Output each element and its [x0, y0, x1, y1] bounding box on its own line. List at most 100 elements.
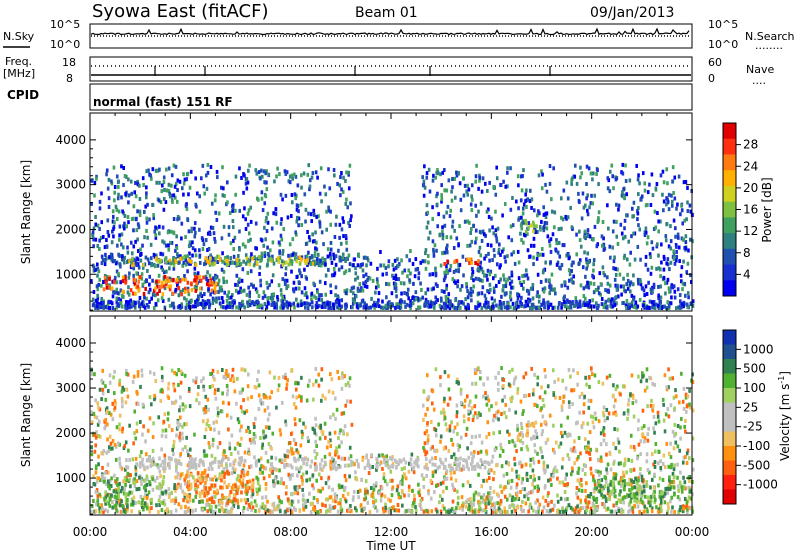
- heatmap-cell: [665, 222, 668, 226]
- heatmap-cell: [466, 446, 469, 450]
- heatmap-cell: [207, 408, 210, 412]
- heatmap-cell: [307, 306, 310, 310]
- heatmap-cell: [679, 505, 682, 509]
- heatmap-cell: [403, 494, 406, 498]
- heatmap-cell: [538, 295, 541, 299]
- heatmap-cell: [457, 502, 460, 506]
- heatmap-cell: [603, 273, 606, 277]
- heatmap-cell: [549, 260, 552, 264]
- heatmap-cell: [163, 188, 166, 192]
- beam-title: Beam 01: [355, 5, 418, 21]
- heatmap-cell: [117, 272, 120, 276]
- heatmap-cell: [439, 233, 442, 237]
- heatmap-cell: [100, 284, 103, 288]
- heatmap-cell: [659, 274, 662, 278]
- heatmap-cell: [578, 436, 581, 440]
- heatmap-cell: [230, 416, 233, 420]
- heatmap-cell: [539, 225, 542, 229]
- heatmap-cell: [676, 463, 679, 467]
- heatmap-cell: [583, 250, 586, 254]
- heatmap-cell: [470, 208, 473, 212]
- heatmap-cell: [289, 180, 292, 184]
- heatmap-cell: [142, 176, 145, 180]
- heatmap-cell: [345, 499, 348, 503]
- heatmap-cell: [278, 241, 281, 245]
- heatmap-cell: [228, 442, 231, 446]
- heatmap-cell: [381, 467, 384, 471]
- heatmap-cell: [625, 179, 628, 183]
- heatmap-cell: [248, 208, 251, 212]
- heatmap-cell: [557, 378, 560, 382]
- heatmap-cell: [409, 249, 412, 253]
- heatmap-cell: [185, 298, 188, 302]
- heatmap-cell: [608, 245, 611, 249]
- heatmap-cell: [527, 248, 530, 252]
- heatmap-cell: [327, 247, 330, 251]
- heatmap-cell: [491, 296, 494, 300]
- heatmap-cell: [97, 462, 100, 466]
- heatmap-cell: [319, 221, 322, 225]
- heatmap-cell: [524, 304, 527, 308]
- heatmap-cell: [387, 301, 390, 305]
- heatmap-cell: [332, 303, 335, 307]
- heatmap-cell: [446, 469, 449, 473]
- heatmap-cell: [508, 463, 511, 467]
- heatmap-cell: [533, 443, 536, 447]
- heatmap-cell: [211, 384, 214, 388]
- heatmap-cell: [125, 440, 128, 444]
- heatmap-cell: [432, 248, 435, 252]
- heatmap-cell: [314, 246, 317, 250]
- heatmap-cell: [522, 168, 525, 172]
- heatmap-cell: [497, 388, 500, 392]
- heatmap-cell: [673, 253, 676, 257]
- heatmap-cell: [180, 236, 183, 240]
- heatmap-cell: [137, 249, 140, 253]
- heatmap-cell: [193, 433, 196, 437]
- heatmap-cell: [540, 406, 543, 410]
- heatmap-cell: [526, 273, 529, 277]
- heatmap-cell: [638, 181, 641, 185]
- heatmap-cell: [443, 188, 446, 192]
- heatmap-cell: [282, 303, 285, 307]
- heatmap-cell: [201, 500, 204, 504]
- heatmap-cell: [585, 196, 588, 200]
- heatmap-cell: [602, 220, 605, 224]
- heatmap-cell: [628, 398, 631, 402]
- heatmap-cell: [304, 306, 307, 310]
- heatmap-cell: [617, 208, 620, 212]
- heatmap-cell: [431, 272, 434, 276]
- heatmap-cell: [521, 464, 524, 468]
- heatmap-cell: [675, 207, 678, 211]
- heatmap-cell: [455, 269, 458, 273]
- heatmap-cell: [637, 177, 640, 181]
- heatmap-cell: [280, 234, 283, 238]
- heatmap-cell: [139, 197, 142, 201]
- heatmap-cell: [202, 276, 205, 280]
- heatmap-cell: [500, 366, 503, 370]
- heatmap-cell: [482, 285, 485, 289]
- heatmap-cell: [593, 425, 596, 429]
- heatmap-cell: [116, 174, 119, 178]
- heatmap-cell: [152, 421, 155, 425]
- heatmap-cell: [154, 225, 157, 229]
- heatmap-cell: [333, 168, 336, 172]
- heatmap-cell: [244, 245, 247, 249]
- heatmap-cell: [232, 377, 235, 381]
- heatmap-cell: [242, 260, 245, 264]
- heatmap-cell: [173, 267, 176, 271]
- heatmap-cell: [462, 273, 465, 277]
- heatmap-cell: [575, 252, 578, 256]
- heatmap-cell: [206, 422, 209, 426]
- heatmap-cell: [199, 261, 202, 265]
- heatmap-cell: [370, 486, 373, 490]
- heatmap-cell: [294, 230, 297, 234]
- heatmap-cell: [93, 194, 96, 198]
- heatmap-cell: [149, 395, 152, 399]
- heatmap-cell: [248, 294, 251, 298]
- heatmap-cell: [119, 225, 122, 229]
- heatmap-cell: [558, 241, 561, 245]
- heatmap-cell: [674, 441, 677, 445]
- heatmap-cell: [466, 244, 469, 248]
- heatmap-cell: [645, 263, 648, 267]
- heatmap-cell: [247, 271, 250, 275]
